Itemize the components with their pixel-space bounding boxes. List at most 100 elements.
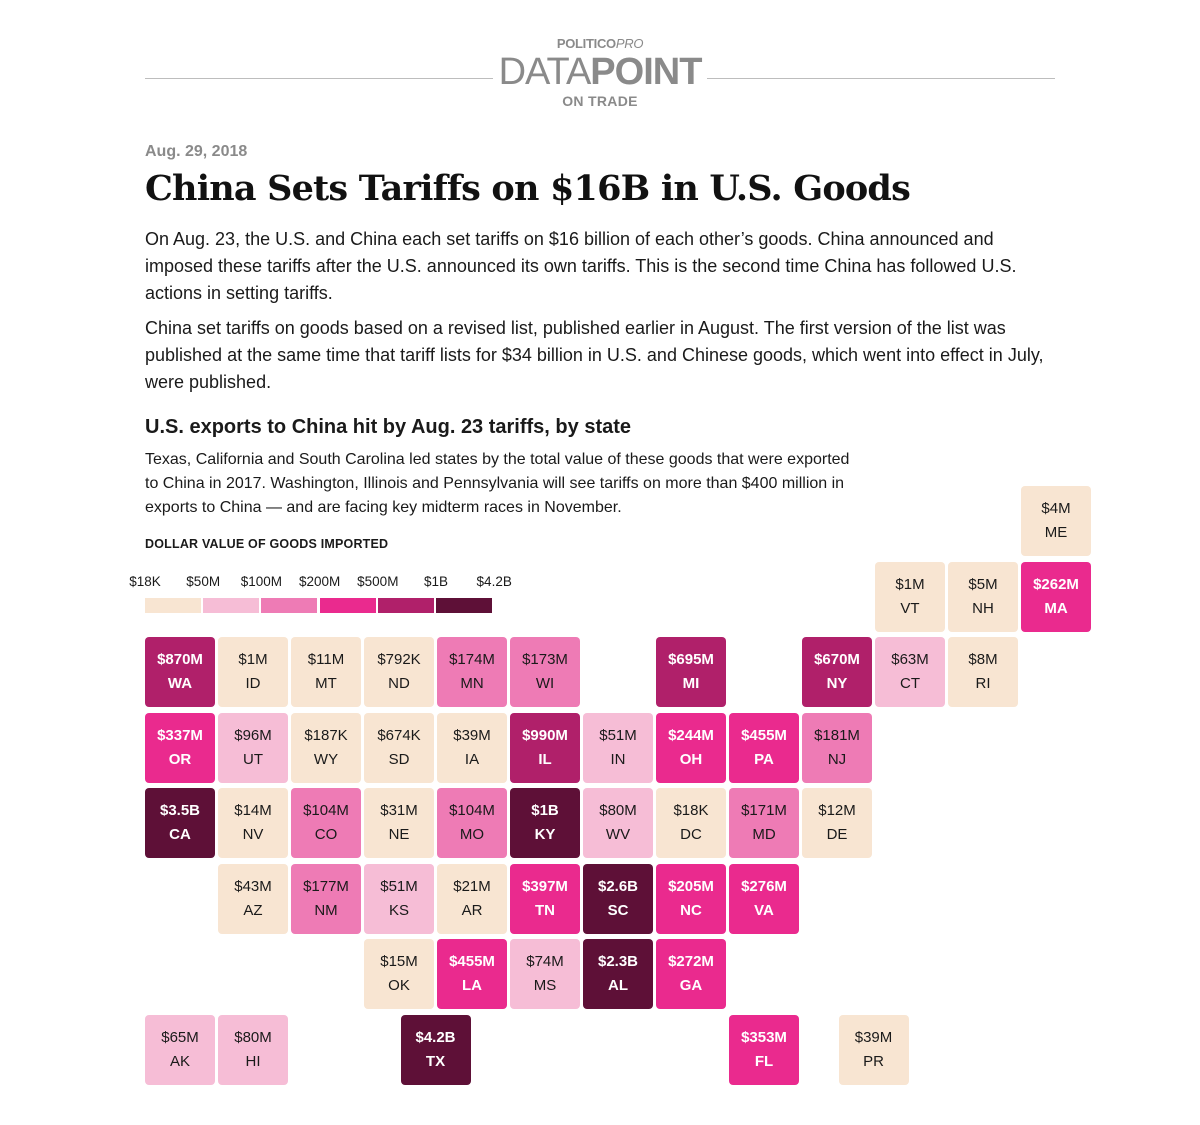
state-tile-ma: $262M MA bbox=[1021, 561, 1091, 632]
state-tile-az: $43M AZ bbox=[218, 863, 288, 934]
state-tile-value: $870M bbox=[157, 651, 203, 668]
state-tile-abbr: OH bbox=[679, 750, 703, 768]
brand-publisher-pro: PRO bbox=[615, 36, 644, 51]
state-tile-in: $51M IN bbox=[583, 712, 653, 783]
state-tile-ar: $21M AR bbox=[437, 863, 507, 934]
state-tile-la: $455M LA bbox=[437, 939, 507, 1009]
state-tile-value: $104M bbox=[449, 802, 495, 819]
state-tile-value: $80M bbox=[234, 1028, 272, 1046]
state-tile-abbr: VT bbox=[900, 599, 920, 617]
state-tile-abbr: MO bbox=[459, 826, 485, 843]
state-tile-value: $104M bbox=[303, 802, 349, 819]
state-tile-value: $51M bbox=[380, 877, 418, 895]
state-tile-ok: $15M OK bbox=[364, 939, 434, 1009]
state-tile-abbr: CO bbox=[314, 826, 338, 843]
state-tile-abbr: TN bbox=[535, 901, 555, 919]
state-tile-abbr: WV bbox=[605, 826, 631, 843]
state-tile-value: $51M bbox=[599, 726, 637, 744]
state-tile-wv: $80M WV bbox=[583, 788, 653, 858]
state-tile-abbr: IA bbox=[464, 750, 480, 768]
state-tile-abbr: MI bbox=[682, 675, 700, 692]
legend-label: $100M bbox=[240, 574, 283, 589]
state-tile-abbr: NC bbox=[680, 901, 702, 919]
state-tile-value: $187K bbox=[304, 726, 348, 744]
state-tile-value: $353M bbox=[741, 1028, 787, 1046]
state-tile-vt: $1M VT bbox=[875, 561, 945, 632]
state-tile-value: $18K bbox=[673, 802, 709, 819]
state-tile-abbr: MT bbox=[315, 675, 337, 692]
state-tile-nc: $205M NC bbox=[656, 863, 726, 934]
header-rule-right bbox=[692, 78, 1055, 79]
state-tile-md: $171M MD bbox=[729, 788, 799, 858]
state-tile-value: $670M bbox=[814, 651, 860, 668]
state-tile-value: $5M bbox=[968, 575, 998, 593]
state-tile-ga: $272M GA bbox=[656, 939, 726, 1009]
state-tile-value: $14M bbox=[234, 802, 272, 819]
state-tile-value: $171M bbox=[741, 802, 787, 819]
state-tile-abbr: CT bbox=[900, 675, 920, 692]
legend-swatch bbox=[261, 598, 318, 613]
state-tile-mt: $11M MT bbox=[291, 637, 361, 707]
state-tile-abbr: NV bbox=[242, 826, 264, 843]
state-tile-value: $792K bbox=[377, 651, 421, 668]
state-tile-nj: $181M NJ bbox=[802, 712, 872, 783]
state-tile-value: $96M bbox=[234, 726, 272, 744]
state-tile-abbr: WI bbox=[535, 675, 555, 692]
state-tile-ne: $31M NE bbox=[364, 788, 434, 858]
legend-title: DOLLAR VALUE OF GOODS IMPORTED bbox=[145, 537, 389, 551]
state-tile-wi: $173M WI bbox=[510, 637, 580, 707]
state-tile-value: $174M bbox=[449, 651, 495, 668]
state-tile-abbr: UT bbox=[243, 750, 263, 768]
state-tile-abbr: NJ bbox=[827, 750, 847, 768]
brand-product-light: DATA bbox=[498, 51, 592, 93]
state-tile-value: $4.2B bbox=[415, 1028, 456, 1046]
state-tile-value: $674K bbox=[377, 726, 421, 744]
state-tile-ny: $670M NY bbox=[802, 637, 872, 707]
state-tile-value: $15M bbox=[380, 953, 418, 970]
state-tile-value: $181M bbox=[814, 726, 860, 744]
state-tile-value: $63M bbox=[891, 651, 929, 668]
state-tile-va: $276M VA bbox=[729, 863, 799, 934]
state-tile-abbr: WY bbox=[313, 750, 339, 768]
state-tile-abbr: AR bbox=[461, 901, 483, 919]
state-tile-abbr: FL bbox=[754, 1052, 774, 1070]
state-tile-abbr: RI bbox=[975, 675, 991, 692]
state-tile-wy: $187K WY bbox=[291, 712, 361, 783]
state-tile-mi: $695M MI bbox=[656, 637, 726, 707]
state-tile-abbr: SC bbox=[607, 901, 629, 919]
state-tile-abbr: DE bbox=[826, 826, 848, 843]
state-tile-tx: $4.2B TX bbox=[400, 1014, 471, 1085]
state-tile-dc: $18K DC bbox=[656, 788, 726, 858]
state-tile-value: $74M bbox=[526, 953, 564, 970]
state-tile-abbr: WA bbox=[167, 675, 193, 692]
state-tile-abbr: PA bbox=[754, 750, 774, 768]
brand-product-bold: POINT bbox=[590, 51, 702, 93]
state-tile-abbr: KY bbox=[534, 826, 556, 843]
state-tile-value: $3.5B bbox=[159, 802, 201, 819]
legend-swatch bbox=[319, 598, 376, 613]
state-tile-abbr: SD bbox=[388, 750, 410, 768]
state-tile-ri: $8M RI bbox=[948, 637, 1018, 707]
state-tile-abbr: VA bbox=[754, 901, 774, 919]
state-tile-abbr: AK bbox=[169, 1052, 190, 1070]
state-tile-or: $337M OR bbox=[145, 712, 215, 783]
state-tile-abbr: TX bbox=[425, 1052, 446, 1070]
state-tile-value: $276M bbox=[741, 877, 787, 895]
state-tile-tn: $397M TN bbox=[510, 863, 580, 934]
state-tile-value: $21M bbox=[453, 877, 491, 895]
state-tile-value: $4M bbox=[1041, 500, 1071, 517]
state-tile-me: $4M ME bbox=[1021, 486, 1091, 556]
state-tile-value: $173M bbox=[522, 651, 568, 668]
state-tile-ut: $96M UT bbox=[218, 712, 288, 783]
legend-label: $4.2B bbox=[476, 574, 512, 589]
publish-date: Aug. 29, 2018 bbox=[145, 143, 248, 160]
state-tile-value: $2.6B bbox=[597, 877, 639, 895]
state-tile-abbr: PR bbox=[863, 1052, 884, 1070]
state-tile-value: $8M bbox=[968, 651, 998, 668]
legend-label: $500M bbox=[357, 574, 399, 589]
state-tile-abbr: HI bbox=[245, 1052, 261, 1070]
article-title: China Sets Tariffs on $16B in U.S. Goods bbox=[145, 168, 911, 209]
article-paragraph-1: On Aug. 23, the U.S. and China each set … bbox=[145, 229, 1017, 303]
state-tile-ky: $1B KY bbox=[510, 788, 580, 858]
state-tile-value: $455M bbox=[741, 726, 787, 744]
